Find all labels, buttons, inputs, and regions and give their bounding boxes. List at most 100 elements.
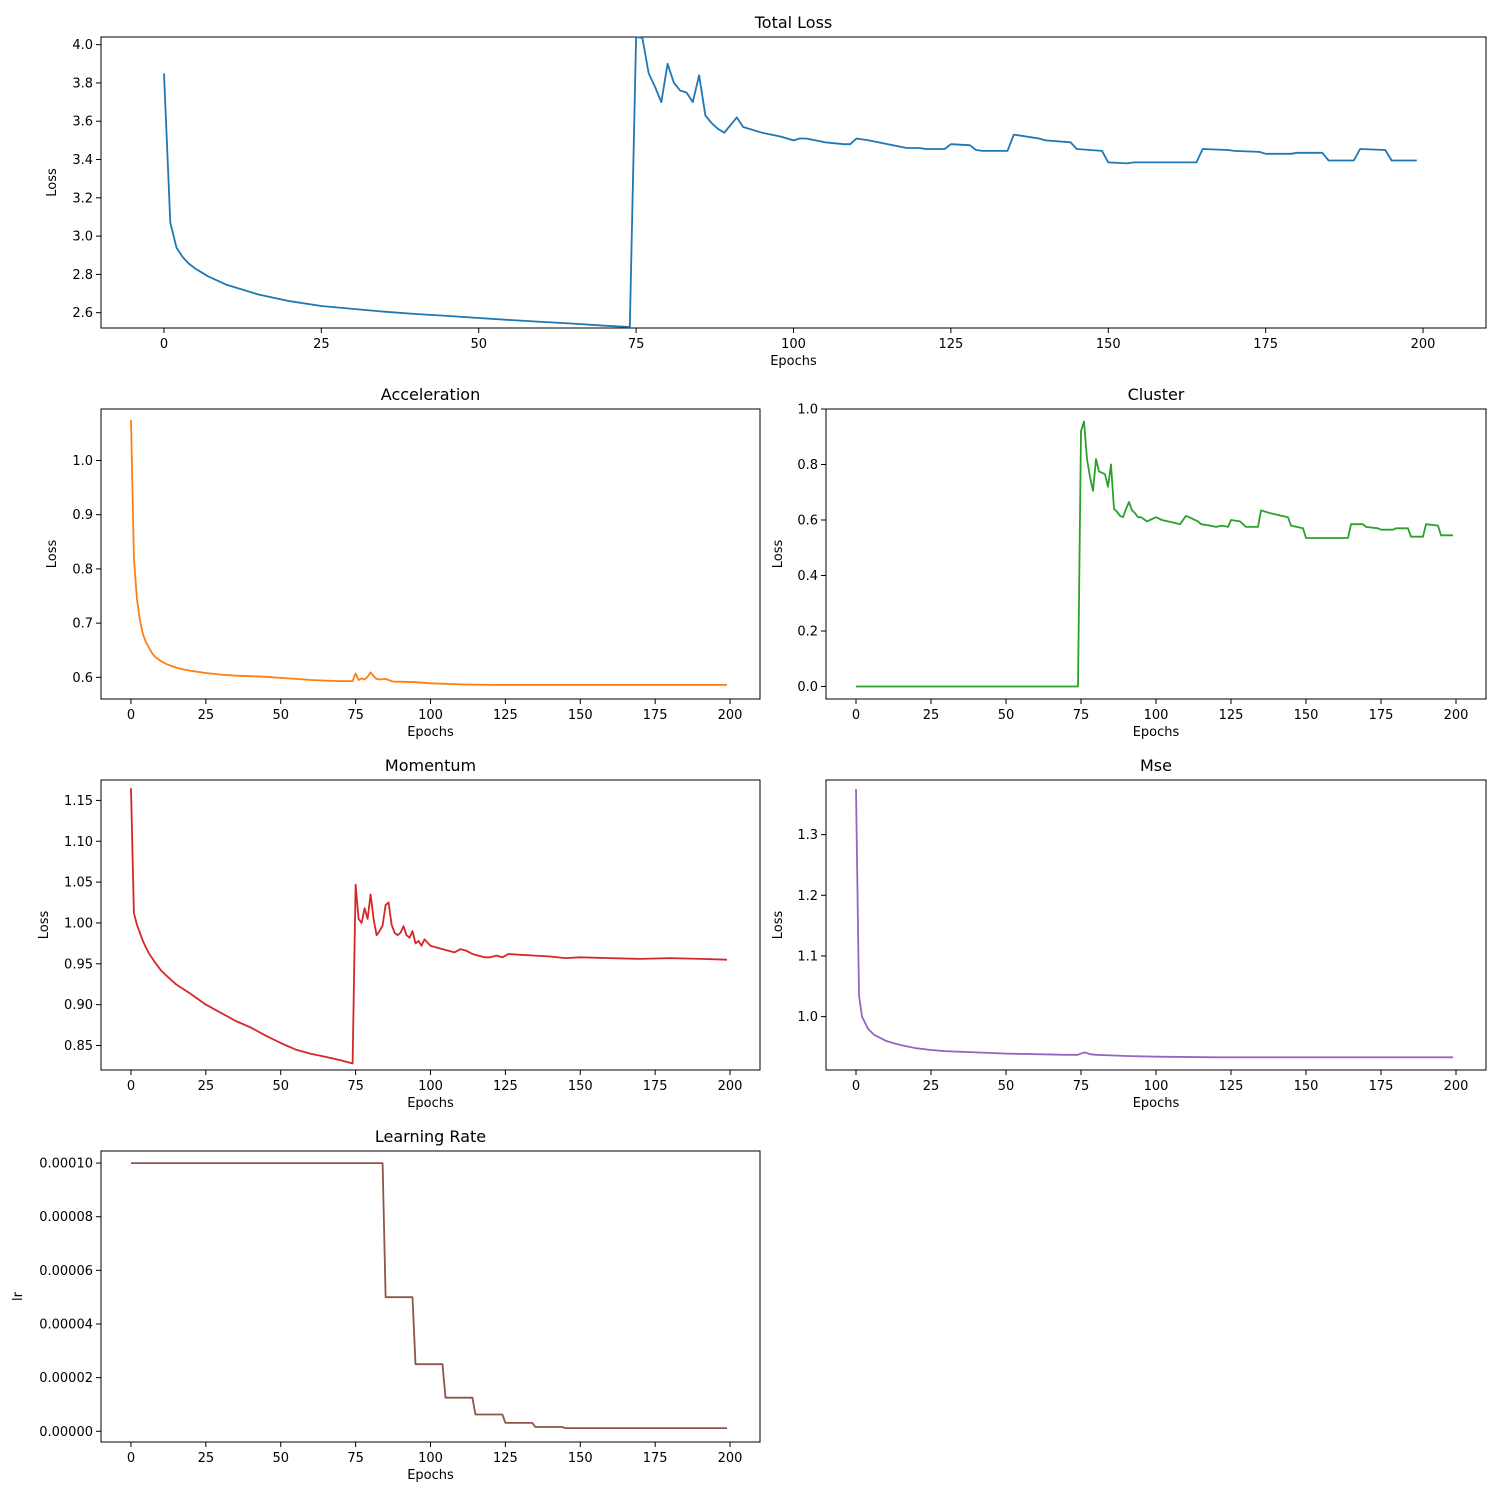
y-tick-label: 1.15	[64, 794, 93, 809]
y-tick-label: 0.00004	[39, 1317, 93, 1332]
y-tick-label: 1.10	[64, 835, 93, 850]
x-tick-label: 75	[1073, 1079, 1090, 1094]
y-tick-label: 0.6	[72, 671, 93, 686]
x-tick-label: 25	[313, 337, 330, 352]
x-tick-label: 150	[1294, 708, 1319, 723]
x-tick-label: 100	[418, 1079, 443, 1094]
chart-title: Total Loss	[754, 13, 833, 32]
series-line-acceleration	[130, 419, 727, 686]
y-tick-label: 0.7	[72, 617, 93, 632]
y-tick-label: 0.00006	[39, 1264, 93, 1279]
x-tick-label: 75	[347, 708, 364, 723]
subplot-mse: 0 25 50 75 100 125 150 175 200 1.0 1.1 1.2 1.3 Mse Epo…	[771, 756, 1487, 1111]
x-tick-label: 125	[493, 708, 518, 723]
x-tick-label: 25	[198, 1451, 215, 1466]
chart-title: Cluster	[1128, 385, 1185, 404]
x-tick-label: 100	[418, 1451, 443, 1466]
y-axis-label: Loss	[37, 911, 52, 940]
x-tick-label: 100	[1144, 708, 1169, 723]
x-tick-label: 50	[272, 708, 289, 723]
x-tick-label: 200	[718, 1451, 743, 1466]
x-tick-label: 175	[1369, 1079, 1394, 1094]
x-tick-label: 25	[923, 708, 940, 723]
x-tick-label: 175	[1253, 337, 1278, 352]
x-tick-label: 100	[781, 337, 806, 352]
x-axis-label: Epochs	[407, 1468, 454, 1483]
x-axis-label: Epochs	[407, 1096, 454, 1111]
series-line-mse	[855, 789, 1453, 1059]
x-tick-label: 150	[568, 1079, 593, 1094]
x-tick-label: 50	[998, 708, 1015, 723]
x-tick-label: 50	[470, 337, 487, 352]
subplot-momentum: 0 25 50 75 100 125 150 175 200 0.85 0.90 0.95 1.00 1.…	[37, 756, 761, 1111]
x-tick-label: 100	[418, 708, 443, 723]
x-tick-label: 0	[160, 337, 168, 352]
series-line-cluster	[856, 420, 1453, 688]
x-tick-label: 25	[198, 708, 215, 723]
x-tick-label: 0	[127, 1079, 135, 1094]
y-tick-label: 3.2	[72, 191, 93, 206]
x-tick-label: 0	[852, 1079, 860, 1094]
x-axis-label: Epochs	[1133, 1096, 1180, 1111]
y-tick-label: 0.00008	[39, 1210, 93, 1225]
chart-title: Momentum	[385, 756, 476, 775]
y-tick-label: 2.6	[72, 306, 93, 321]
series-line-lr	[131, 1162, 727, 1429]
y-tick-label: 1.0	[797, 403, 818, 418]
x-tick-label: 125	[493, 1451, 518, 1466]
x-tick-label: 50	[272, 1079, 289, 1094]
x-axis-label: Epochs	[407, 725, 454, 740]
x-tick-label: 0	[127, 1451, 135, 1466]
y-tick-label: 2.8	[72, 268, 93, 283]
x-tick-label: 200	[1444, 708, 1469, 723]
x-tick-label: 175	[1369, 708, 1394, 723]
x-tick-label: 200	[1444, 1079, 1469, 1094]
y-axis-label: Loss	[771, 540, 786, 569]
y-tick-label: 1.3	[797, 828, 818, 843]
y-tick-label: 0.6	[797, 514, 818, 529]
y-tick-label: 1.05	[64, 876, 93, 891]
x-tick-label: 125	[938, 337, 963, 352]
x-tick-label: 0	[127, 708, 135, 723]
x-tick-label: 175	[643, 1079, 668, 1094]
y-tick-label: 1.0	[72, 454, 93, 469]
y-tick-label: 0.85	[64, 1039, 93, 1054]
y-axis-label: Loss	[771, 911, 786, 940]
x-tick-label: 175	[643, 1451, 668, 1466]
y-axis-label: lr	[11, 1291, 26, 1301]
x-tick-label: 150	[1294, 1079, 1319, 1094]
y-axis-label: Loss	[45, 540, 60, 569]
x-tick-label: 50	[998, 1079, 1015, 1094]
series-line-momentum	[130, 788, 728, 1065]
chart-title: Acceleration	[381, 385, 480, 404]
x-tick-label: 75	[347, 1451, 364, 1466]
x-axis-label: Epochs	[1133, 725, 1180, 740]
x-tick-label: 200	[1411, 337, 1436, 352]
y-tick-label: 0.9	[72, 508, 93, 523]
x-tick-label: 125	[1219, 708, 1244, 723]
y-tick-label: 0.00010	[39, 1157, 93, 1172]
x-tick-label: 50	[272, 1451, 289, 1466]
y-tick-label: 0.0	[797, 680, 818, 695]
subplot-lr: 0 25 50 75 100 125 150 175 200 0.00000 0.00002 0.00…	[11, 1127, 761, 1483]
x-tick-label: 0	[852, 708, 860, 723]
y-tick-label: 0.2	[797, 625, 818, 640]
y-tick-label: 0.8	[797, 458, 818, 473]
y-tick-label: 1.00	[64, 916, 93, 931]
x-tick-label: 100	[1144, 1079, 1169, 1094]
x-tick-label: 150	[568, 708, 593, 723]
x-tick-label: 25	[923, 1079, 940, 1094]
x-tick-label: 150	[1096, 337, 1121, 352]
y-tick-label: 4.0	[72, 38, 93, 53]
series-line-total	[163, 36, 1417, 328]
chart-title: Learning Rate	[375, 1127, 486, 1146]
y-tick-label: 3.6	[72, 115, 93, 130]
y-tick-label: 0.8	[72, 562, 93, 577]
x-tick-label: 150	[568, 1451, 593, 1466]
subplot-cluster: 0 25 50 75 100 125 150 175 200 0.0 0.2 0.4 0.6 0.8 1.0…	[771, 385, 1487, 740]
x-axis-label: Epochs	[770, 354, 817, 369]
x-tick-label: 25	[198, 1079, 215, 1094]
y-tick-label: 1.1	[797, 949, 818, 964]
